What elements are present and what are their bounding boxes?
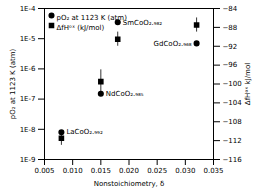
svg-text:pO₂ at 1123 K (atm): pO₂ at 1123 K (atm) [9, 49, 17, 120]
svg-text:NdCoO₂.₉₈₅: NdCoO₂.₉₈₅ [106, 90, 144, 98]
svg-text:−92: −92 [223, 42, 238, 50]
svg-text:1E-8: 1E-8 [20, 126, 36, 134]
svg-text:GdCoO₂.₉₆₈: GdCoO₂.₉₆₈ [154, 40, 192, 48]
svg-text:1E-6: 1E-6 [20, 65, 36, 73]
svg-text:LaCoO₂.₉₉₂: LaCoO₂.₉₉₂ [66, 128, 103, 136]
svg-text:0.035: 0.035 [203, 167, 223, 175]
svg-text:SmCoO₂.₉₈₂: SmCoO₂.₉₈₂ [123, 19, 163, 27]
svg-text:−112: −112 [223, 137, 242, 145]
svg-text:−96: −96 [223, 61, 238, 69]
svg-text:1E-4: 1E-4 [20, 5, 36, 13]
svg-text:1E-9: 1E-9 [20, 156, 36, 164]
svg-text:−100: −100 [223, 80, 242, 88]
svg-text:0.010: 0.010 [63, 167, 83, 175]
svg-text:ΔfHᵒˣ (kJ/mol): ΔfHᵒˣ (kJ/mol) [57, 24, 105, 32]
svg-text:0.015: 0.015 [91, 167, 111, 175]
svg-text:−88: −88 [223, 24, 238, 32]
svg-text:Nonstoichiometry, δ: Nonstoichiometry, δ [94, 180, 165, 188]
svg-text:−84: −84 [223, 5, 238, 13]
svg-text:−104: −104 [223, 99, 243, 107]
svg-text:−116: −116 [223, 156, 243, 164]
svg-text:−108: −108 [223, 118, 242, 126]
svg-text:0.005: 0.005 [34, 167, 54, 175]
svg-text:pO₂ at 1123 K (atm): pO₂ at 1123 K (atm) [57, 14, 128, 22]
svg-text:0.030: 0.030 [175, 167, 195, 175]
svg-text:1E-7: 1E-7 [20, 95, 36, 103]
svg-text:0.025: 0.025 [147, 167, 167, 175]
svg-text:1E-5: 1E-5 [20, 35, 36, 43]
svg-text:ΔfHᵒˣ kJ/mol: ΔfHᵒˣ kJ/mol [244, 63, 252, 105]
svg-text:0.020: 0.020 [119, 167, 139, 175]
